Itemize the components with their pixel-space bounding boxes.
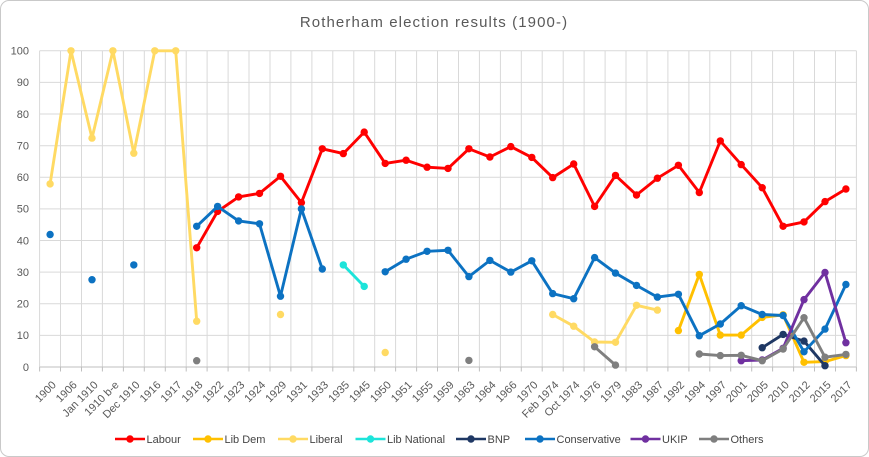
svg-text:1987: 1987 [640, 379, 666, 405]
svg-text:10: 10 [17, 330, 29, 342]
svg-text:2012: 2012 [787, 379, 813, 405]
svg-text:1924: 1924 [242, 379, 268, 405]
svg-text:UKIP: UKIP [662, 434, 688, 446]
svg-text:70: 70 [17, 141, 29, 153]
svg-text:2015: 2015 [808, 379, 834, 405]
svg-text:2005: 2005 [745, 379, 771, 405]
svg-text:1976: 1976 [578, 379, 604, 405]
svg-text:1945: 1945 [347, 379, 373, 405]
svg-text:1994: 1994 [682, 379, 708, 405]
svg-text:40: 40 [17, 235, 29, 247]
svg-text:2017: 2017 [829, 379, 855, 405]
svg-text:Liberal: Liberal [310, 434, 343, 446]
svg-text:100: 100 [11, 46, 29, 58]
svg-text:20: 20 [17, 299, 29, 311]
svg-text:Labour: Labour [147, 434, 182, 446]
svg-text:0: 0 [23, 362, 29, 374]
svg-text:1923: 1923 [222, 379, 248, 405]
svg-text:1997: 1997 [703, 379, 729, 405]
svg-text:1983: 1983 [619, 379, 645, 405]
svg-text:1966: 1966 [494, 379, 520, 405]
svg-text:2010: 2010 [766, 379, 792, 405]
svg-text:1935: 1935 [326, 379, 352, 405]
svg-text:1979: 1979 [598, 379, 624, 405]
svg-text:1931: 1931 [284, 379, 310, 405]
svg-text:90: 90 [17, 77, 29, 89]
svg-text:50: 50 [17, 204, 29, 216]
svg-text:1992: 1992 [661, 379, 687, 405]
svg-text:80: 80 [17, 109, 29, 121]
svg-text:1933: 1933 [305, 379, 331, 405]
svg-text:60: 60 [17, 172, 29, 184]
svg-text:Lib National: Lib National [387, 434, 445, 446]
svg-text:1950: 1950 [368, 379, 394, 405]
svg-text:1917: 1917 [159, 379, 185, 405]
svg-text:Lib Dem: Lib Dem [225, 434, 266, 446]
svg-text:30: 30 [17, 267, 29, 279]
svg-text:Others: Others [731, 434, 765, 446]
svg-text:1929: 1929 [263, 379, 289, 405]
svg-text:Rotherham election results (19: Rotherham election results (1900-) [300, 14, 568, 31]
svg-text:1900: 1900 [33, 379, 59, 405]
svg-text:1964: 1964 [473, 379, 499, 405]
svg-text:1916: 1916 [138, 379, 164, 405]
svg-text:1922: 1922 [201, 379, 227, 405]
svg-text:1951: 1951 [389, 379, 415, 405]
svg-text:1963: 1963 [452, 379, 478, 405]
svg-text:BNP: BNP [488, 434, 511, 446]
svg-text:1955: 1955 [410, 379, 436, 405]
svg-text:1918: 1918 [180, 379, 206, 405]
svg-text:Conservative: Conservative [557, 434, 621, 446]
svg-text:2001: 2001 [724, 379, 750, 405]
svg-text:1959: 1959 [431, 379, 457, 405]
